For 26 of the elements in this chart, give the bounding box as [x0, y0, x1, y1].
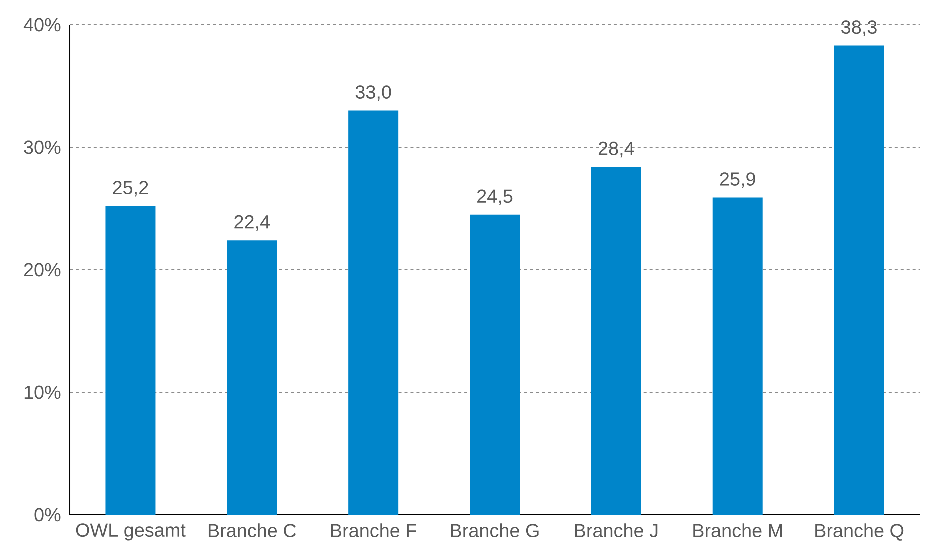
bar	[834, 46, 884, 515]
x-tick-label: Branche F	[331, 524, 416, 538]
data-label: 28,4	[598, 142, 634, 158]
bar	[106, 206, 156, 515]
bar	[348, 110, 399, 515]
y-tick-label: 0%	[34, 508, 61, 522]
x-tick-label: Branche J	[575, 524, 658, 538]
data-label: 24,5	[478, 190, 513, 206]
x-tick-label: Branche G	[451, 524, 539, 538]
bar	[712, 198, 763, 515]
data-label: 33,0	[356, 86, 392, 102]
y-tick-label: 30%	[24, 140, 61, 154]
y-tick-label: 10%	[24, 386, 61, 400]
bar	[227, 240, 278, 515]
data-label: 25,2	[113, 181, 148, 197]
x-tick-label: Branche M	[694, 524, 782, 538]
y-tick-label: 40%	[24, 18, 61, 32]
x-tick-label: OWL gesamt	[76, 524, 186, 541]
data-label: 25,9	[720, 172, 756, 188]
y-tick-label: 20%	[24, 263, 61, 277]
x-tick-label: Branche Q	[816, 524, 904, 541]
bar	[591, 167, 642, 515]
data-label: 22,4	[234, 215, 270, 232]
bar	[470, 214, 520, 515]
x-tick-label: Branche C	[208, 524, 296, 538]
data-label: 38,3	[842, 20, 877, 36]
